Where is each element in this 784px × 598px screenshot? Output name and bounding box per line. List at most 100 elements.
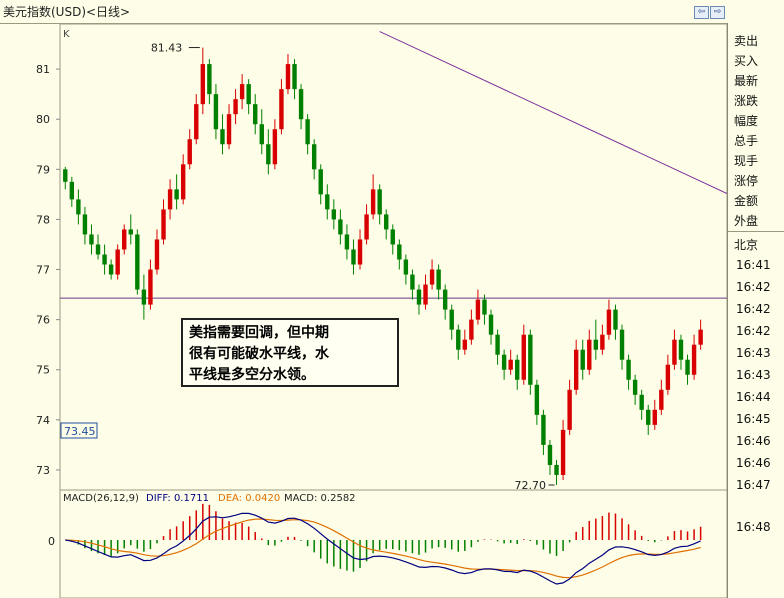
candle — [475, 289, 481, 325]
candle-body — [691, 344, 697, 375]
candle — [318, 164, 323, 205]
previous-arrow-icon[interactable]: ⇦ — [694, 6, 709, 19]
label-change: 涨跌 — [734, 94, 759, 108]
candle — [665, 354, 671, 395]
candle-body — [200, 64, 206, 105]
candle-body — [416, 289, 422, 305]
candle — [331, 199, 337, 230]
candle-body — [272, 129, 278, 165]
tick-time: 16:45 — [736, 412, 771, 426]
candle-body — [266, 144, 271, 165]
candle — [573, 339, 579, 395]
candle-body — [606, 309, 612, 335]
y-tick-label: 80 — [36, 113, 50, 126]
candle — [180, 154, 186, 205]
candle — [148, 259, 153, 310]
candle-body — [534, 384, 540, 415]
candle-body — [508, 359, 513, 370]
candle — [344, 224, 350, 260]
candle — [580, 339, 585, 380]
candle-body — [298, 89, 304, 120]
candle-body — [593, 339, 599, 350]
candle-body — [646, 409, 651, 425]
y-tick-label: 74 — [36, 414, 50, 427]
candle-body — [305, 119, 310, 145]
candle — [691, 334, 697, 380]
k-label: K — [63, 29, 70, 40]
candle-body — [331, 209, 337, 220]
candle — [659, 379, 664, 415]
next-arrow-icon[interactable]: ⇨ — [710, 6, 725, 19]
candle — [554, 459, 559, 485]
tick-time: 16:42 — [736, 280, 771, 294]
candle — [482, 294, 487, 325]
candle-body — [246, 84, 251, 105]
candle-body — [357, 239, 363, 265]
candle-body — [659, 389, 664, 410]
candle-body — [187, 139, 192, 165]
candle-body — [462, 339, 468, 350]
candle-body — [652, 409, 657, 425]
candle — [501, 349, 507, 380]
y-tick-label: 79 — [36, 163, 50, 176]
label-limit-up: 涨停 — [734, 174, 759, 188]
macd-header: MACD(26,12,9) DIFF: 0.1711 DEA: 0.0420 M… — [63, 493, 356, 504]
label-amount: 金额 — [734, 194, 759, 208]
annotation-line: 很有可能破水平线，水 — [189, 346, 329, 362]
label-current-volume: 现手 — [734, 154, 759, 168]
candle-body — [678, 339, 684, 360]
candle-body — [384, 214, 389, 230]
lowest-price-label: 72.70 — [515, 479, 547, 492]
annotation-line: 美指需要回调，但中期 — [189, 325, 329, 341]
candle — [672, 329, 677, 370]
label-percent: 幅度 — [734, 114, 759, 128]
tick-time: 16:46 — [736, 456, 771, 470]
candle — [613, 304, 618, 340]
candle-body — [259, 124, 264, 145]
tick-time: 16:44 — [736, 390, 771, 404]
candle — [128, 214, 133, 245]
candle-body — [370, 189, 376, 215]
candle-body — [672, 339, 677, 365]
current-price-label: 73.45 — [64, 425, 96, 438]
candle-body — [338, 219, 343, 235]
candle-body — [233, 99, 238, 115]
candle — [272, 119, 278, 170]
candle — [220, 114, 225, 155]
trendline — [379, 31, 727, 194]
candle-body — [410, 274, 415, 290]
candle — [534, 379, 540, 425]
candle-body — [63, 169, 68, 182]
candle — [213, 84, 219, 140]
candle-body — [626, 359, 631, 380]
candle-body — [226, 114, 232, 145]
candle — [135, 229, 140, 295]
candle-body — [102, 254, 107, 265]
tick-time: 16:43 — [736, 368, 771, 382]
candle — [423, 274, 428, 310]
candle-body — [639, 394, 644, 410]
candle — [606, 299, 612, 340]
candle — [515, 354, 520, 390]
candle-body — [600, 334, 605, 350]
candle-body — [403, 259, 409, 275]
tick-time: 16:42 — [736, 324, 771, 338]
candle-body — [580, 349, 585, 370]
y-tick-label: 81 — [36, 63, 50, 76]
tick-time: 16:47 — [736, 478, 771, 492]
candle-body — [148, 269, 153, 305]
candle-body — [567, 389, 572, 430]
candle-body — [390, 229, 395, 245]
candle-body — [220, 129, 225, 145]
candle — [266, 129, 271, 175]
candle — [200, 47, 206, 115]
tick-time: 16:41 — [736, 258, 771, 272]
candle-body — [442, 289, 448, 310]
candle-body — [69, 181, 75, 200]
candle-body — [541, 414, 546, 445]
candle — [619, 324, 625, 370]
macd-indicator — [65, 503, 702, 585]
candle — [678, 334, 684, 370]
trendline-layer — [379, 31, 727, 262]
candle — [311, 139, 317, 180]
